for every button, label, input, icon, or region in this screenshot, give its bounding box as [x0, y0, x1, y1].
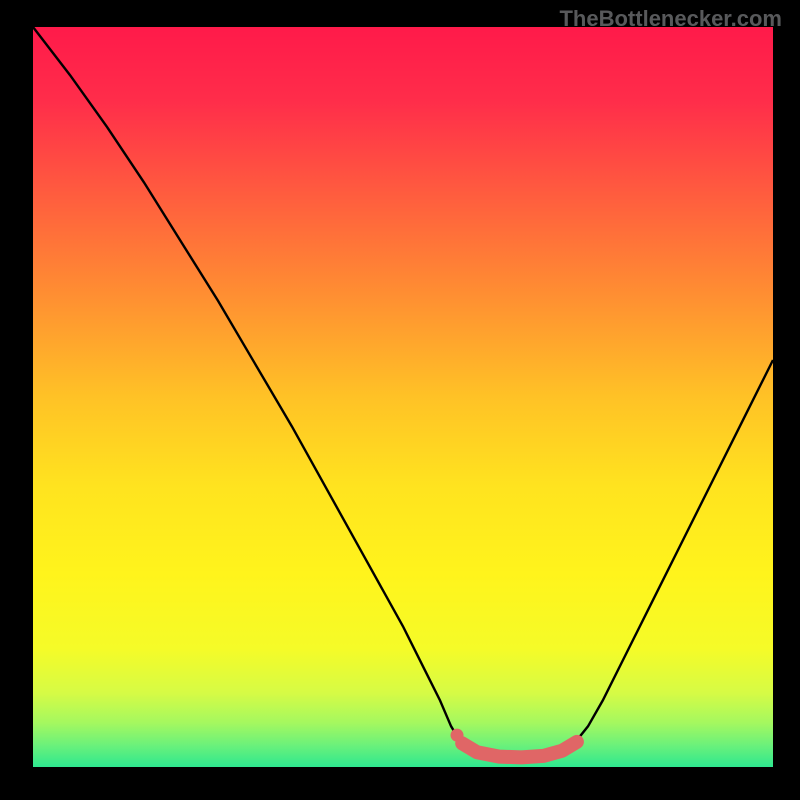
start-marker [451, 729, 464, 742]
chart-container: TheBottlenecker.com [0, 0, 800, 800]
bottleneck-curve [33, 27, 773, 760]
optimal-range-highlight [462, 742, 577, 758]
chart-svg [33, 27, 773, 767]
plot-area [33, 27, 773, 767]
watermark-text: TheBottlenecker.com [559, 6, 782, 32]
